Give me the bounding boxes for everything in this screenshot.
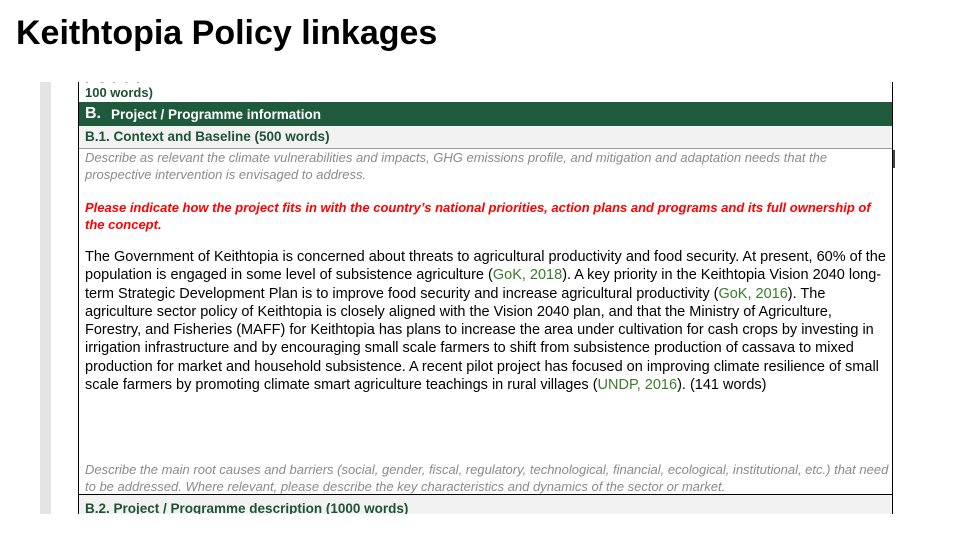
section-header: B. Project / Programme information [79,102,892,126]
section-letter: B. [85,105,101,122]
slide-title: Keithtopia Policy linkages [16,14,438,52]
body-text-part: The Government of Keithtopia is concerne… [85,249,886,284]
row-divider [79,494,892,495]
subsection-title: B.1. Context and Baseline (500 words) [85,129,330,144]
form-table: p g p j ( 100 words) B. Project / Progra… [78,82,893,514]
previous-row-label: 100 words) [85,85,153,100]
citation: GoK, 2018 [492,267,563,284]
page-gutter [40,82,51,514]
citation: GoK, 2016 [718,285,788,302]
text-cursor [893,150,895,168]
hint-text-bottom: Describe the main root causes and barrie… [85,462,889,494]
context-baseline-cell[interactable]: Describe as relevant the climate vulnera… [79,149,892,494]
next-section-title: B.2. Project / Programme description (10… [85,501,409,514]
next-section-row: B.2. Project / Programme description (10… [79,495,892,514]
body-text-part: ). The agriculture sector policy of Keit… [85,285,879,394]
previous-row: p g p j ( 100 words) [79,82,892,101]
section-title: Project / Programme information [111,107,322,122]
body-paragraph[interactable]: The Government of Keithtopia is concerne… [85,248,891,394]
previous-row-cutoff-text: p g p j ( [85,82,140,83]
body-text-part: ). (141 words) [677,377,767,394]
document-screenshot: p g p j ( 100 words) B. Project / Progra… [40,82,896,514]
body-text-part: ). A key priority in the Keithtopia Visi… [85,267,882,302]
citation: UNDP, 2016 [597,377,678,394]
hint-text-top: Describe as relevant the climate vulnera… [85,150,828,182]
instruction-text: Please indicate how the project fits in … [85,200,871,232]
subsection-header: B.1. Context and Baseline (500 words) [79,126,892,149]
